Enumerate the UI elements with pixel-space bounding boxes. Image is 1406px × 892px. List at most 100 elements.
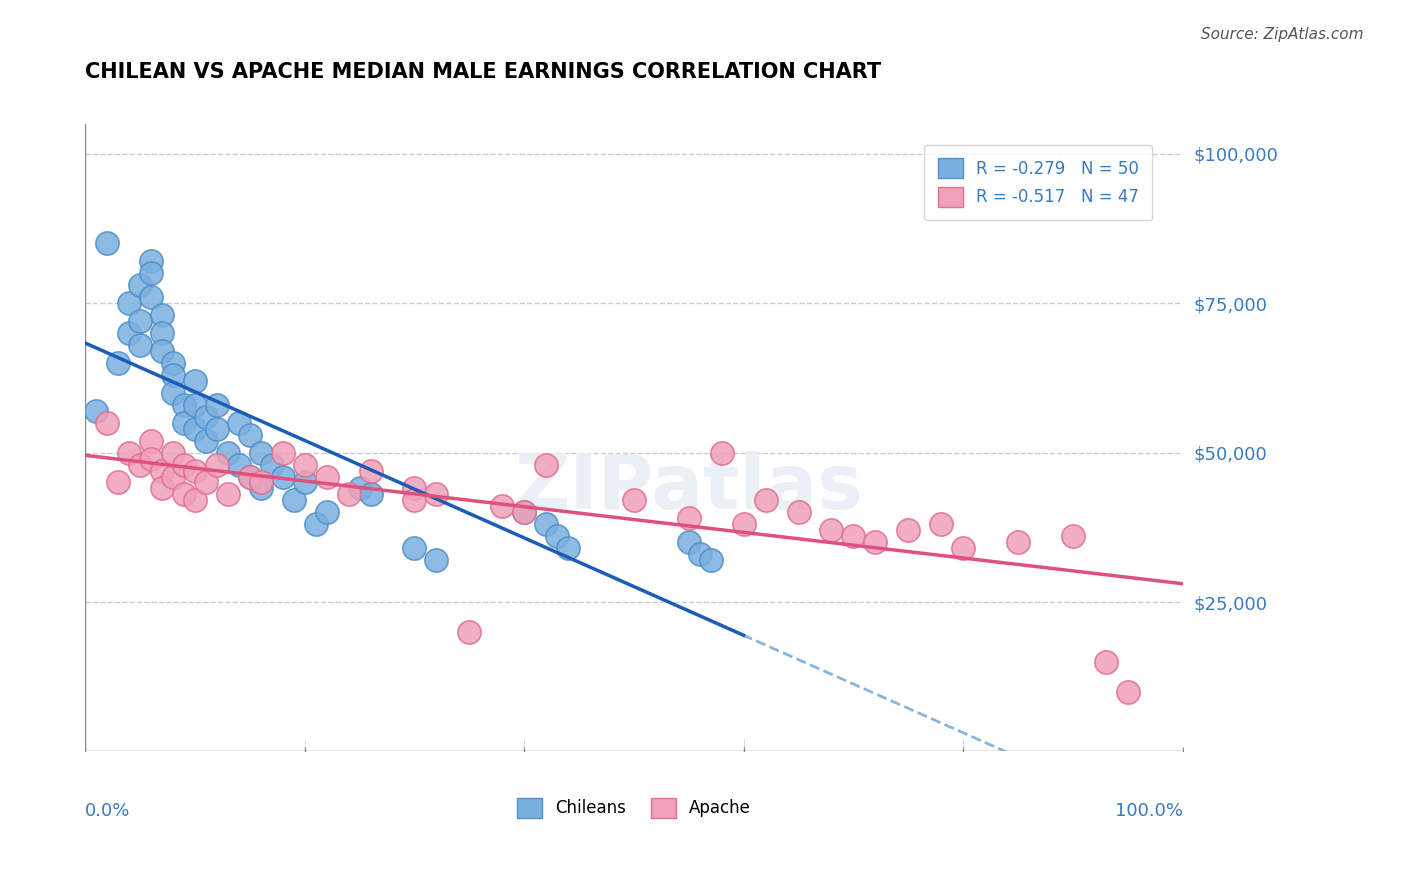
- Point: [139, 254, 162, 268]
- Point: [1007, 535, 1029, 549]
- Point: [360, 487, 382, 501]
- Point: [404, 541, 426, 556]
- Point: [217, 445, 239, 459]
- Point: [205, 422, 228, 436]
- Text: 100.0%: 100.0%: [1115, 802, 1182, 820]
- Point: [787, 505, 810, 519]
- Point: [239, 469, 262, 483]
- Point: [162, 445, 184, 459]
- Point: [150, 344, 173, 359]
- Point: [162, 368, 184, 382]
- Point: [150, 482, 173, 496]
- Point: [1116, 684, 1139, 698]
- Point: [205, 398, 228, 412]
- Point: [271, 445, 294, 459]
- Point: [118, 445, 141, 459]
- Point: [546, 529, 568, 543]
- Point: [842, 529, 865, 543]
- Point: [107, 356, 129, 370]
- Point: [139, 451, 162, 466]
- Point: [733, 517, 755, 532]
- Point: [205, 458, 228, 472]
- Point: [150, 326, 173, 340]
- Text: Source: ZipAtlas.com: Source: ZipAtlas.com: [1201, 27, 1364, 42]
- Point: [173, 487, 195, 501]
- Point: [678, 511, 700, 525]
- Point: [162, 356, 184, 370]
- Point: [129, 314, 152, 328]
- Point: [425, 487, 447, 501]
- Point: [337, 487, 360, 501]
- Point: [228, 458, 250, 472]
- Point: [107, 475, 129, 490]
- Point: [1062, 529, 1084, 543]
- Point: [139, 290, 162, 304]
- Point: [360, 464, 382, 478]
- Point: [699, 553, 721, 567]
- Point: [184, 422, 207, 436]
- Point: [283, 493, 305, 508]
- Point: [239, 469, 262, 483]
- Point: [315, 469, 337, 483]
- Point: [129, 278, 152, 293]
- Point: [294, 475, 316, 490]
- Text: 0.0%: 0.0%: [86, 802, 131, 820]
- Point: [534, 517, 557, 532]
- Text: CHILEAN VS APACHE MEDIAN MALE EARNINGS CORRELATION CHART: CHILEAN VS APACHE MEDIAN MALE EARNINGS C…: [86, 62, 882, 82]
- Point: [458, 624, 481, 639]
- Point: [513, 505, 536, 519]
- Point: [952, 541, 974, 556]
- Point: [129, 338, 152, 352]
- Point: [820, 524, 842, 538]
- Point: [271, 469, 294, 483]
- Point: [250, 475, 273, 490]
- Point: [173, 398, 195, 412]
- Point: [260, 458, 283, 472]
- Point: [195, 475, 218, 490]
- Point: [513, 505, 536, 519]
- Point: [184, 398, 207, 412]
- Point: [150, 464, 173, 478]
- Point: [865, 535, 887, 549]
- Point: [1094, 655, 1116, 669]
- Point: [929, 517, 952, 532]
- Point: [294, 458, 316, 472]
- Point: [84, 404, 107, 418]
- Point: [250, 445, 273, 459]
- Point: [96, 236, 118, 251]
- Point: [404, 493, 426, 508]
- Point: [349, 482, 371, 496]
- Point: [404, 482, 426, 496]
- Point: [623, 493, 645, 508]
- Point: [195, 409, 218, 424]
- Point: [217, 487, 239, 501]
- Point: [184, 374, 207, 388]
- Point: [755, 493, 778, 508]
- Point: [239, 427, 262, 442]
- Point: [195, 434, 218, 448]
- Point: [118, 326, 141, 340]
- Point: [173, 458, 195, 472]
- Point: [129, 458, 152, 472]
- Point: [173, 416, 195, 430]
- Point: [534, 458, 557, 472]
- Point: [425, 553, 447, 567]
- Point: [139, 266, 162, 280]
- Point: [162, 469, 184, 483]
- Point: [491, 500, 513, 514]
- Point: [557, 541, 579, 556]
- Point: [139, 434, 162, 448]
- Point: [897, 524, 920, 538]
- Point: [689, 547, 711, 561]
- Point: [250, 482, 273, 496]
- Point: [710, 445, 733, 459]
- Point: [184, 464, 207, 478]
- Point: [678, 535, 700, 549]
- Point: [118, 296, 141, 310]
- Point: [184, 493, 207, 508]
- Legend: Chileans, Apache: Chileans, Apache: [510, 791, 758, 825]
- Point: [150, 308, 173, 322]
- Point: [228, 416, 250, 430]
- Point: [96, 416, 118, 430]
- Text: ZIPatlas: ZIPatlas: [515, 450, 863, 524]
